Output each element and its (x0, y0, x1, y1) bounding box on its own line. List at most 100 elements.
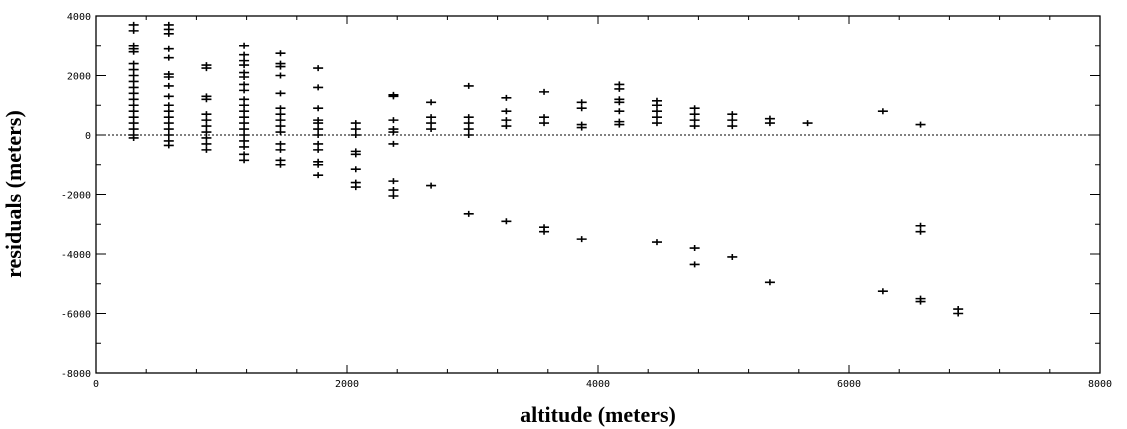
data-point (727, 111, 738, 118)
data-point (576, 236, 587, 243)
data-point (388, 187, 399, 194)
y-tick-label: -8000 (61, 369, 91, 380)
data-point (128, 120, 139, 127)
data-point (614, 121, 625, 128)
data-point (239, 73, 250, 80)
y-tick-label: 0 (85, 131, 91, 142)
data-point (239, 96, 250, 103)
data-point (915, 222, 926, 229)
x-axis-title: altitude (meters) (520, 402, 676, 427)
data-point (313, 146, 324, 153)
data-point (163, 108, 174, 115)
data-point (689, 117, 700, 124)
data-point (614, 85, 625, 92)
data-point (689, 111, 700, 118)
data-points (128, 21, 964, 317)
x-tick-label: 8000 (1088, 379, 1112, 390)
y-tick-label: -4000 (61, 250, 91, 261)
data-point (201, 129, 212, 136)
data-point (275, 140, 286, 147)
data-point (463, 126, 474, 133)
data-point (651, 120, 662, 127)
data-point (501, 94, 512, 101)
data-point (163, 54, 174, 61)
data-point (388, 129, 399, 136)
data-point (163, 82, 174, 89)
data-point (313, 120, 324, 127)
data-point (388, 140, 399, 147)
data-point (128, 72, 139, 79)
data-point (501, 117, 512, 124)
data-point (128, 114, 139, 121)
data-point (539, 228, 550, 235)
data-point (313, 84, 324, 91)
x-tick-label: 4000 (586, 379, 610, 390)
data-point (128, 102, 139, 109)
data-point (239, 108, 250, 115)
y-tick-label: 2000 (67, 72, 91, 83)
data-point (689, 123, 700, 130)
data-point (201, 140, 212, 147)
data-point (163, 73, 174, 80)
data-point (128, 78, 139, 85)
x-axis-ticks: 0 2000 4000 6000 8000 (93, 16, 1112, 390)
data-point (163, 126, 174, 133)
data-point (689, 105, 700, 112)
data-point (426, 99, 437, 106)
data-point (128, 21, 139, 28)
data-point (239, 102, 250, 109)
data-point (128, 126, 139, 133)
data-point (501, 108, 512, 115)
data-point (163, 102, 174, 109)
data-point (275, 63, 286, 70)
data-point (275, 50, 286, 57)
data-point (350, 132, 361, 138)
data-point (201, 123, 212, 130)
plot-frame (95, 15, 1101, 374)
x-tick-label: 0 (93, 379, 99, 390)
data-point (239, 157, 250, 164)
y-tick-label: -6000 (61, 310, 91, 321)
data-point (163, 30, 174, 37)
data-point (313, 132, 324, 138)
data-point (239, 87, 250, 94)
data-point (275, 146, 286, 153)
data-point (275, 72, 286, 79)
data-point (727, 117, 738, 124)
data-point (426, 182, 437, 189)
data-point (350, 151, 361, 158)
data-point (239, 151, 250, 158)
data-point (576, 99, 587, 106)
data-point (463, 210, 474, 217)
data-point (313, 172, 324, 179)
data-point (239, 114, 250, 121)
data-point (239, 62, 250, 69)
data-point (501, 218, 512, 225)
data-point (128, 134, 139, 141)
data-point (201, 111, 212, 118)
data-point (313, 65, 324, 72)
data-point (201, 134, 212, 141)
data-point (239, 126, 250, 133)
data-point (163, 142, 174, 149)
data-point (275, 129, 286, 136)
data-point (128, 90, 139, 97)
data-point (802, 120, 813, 127)
data-point (128, 108, 139, 115)
data-point (727, 253, 738, 260)
data-point (576, 124, 587, 131)
data-point (388, 117, 399, 124)
data-point (350, 166, 361, 173)
data-point (915, 121, 926, 128)
data-point (388, 178, 399, 185)
data-point (163, 132, 174, 138)
data-point (275, 111, 286, 118)
data-point (877, 288, 888, 295)
data-point (201, 146, 212, 153)
y-axis-ticks: -8000 -6000 -4000 -2000 0 2000 4000 (61, 12, 1100, 380)
data-point (953, 310, 964, 317)
data-point (877, 108, 888, 115)
data-point (350, 126, 361, 133)
data-point (576, 105, 587, 112)
data-point (689, 261, 700, 268)
